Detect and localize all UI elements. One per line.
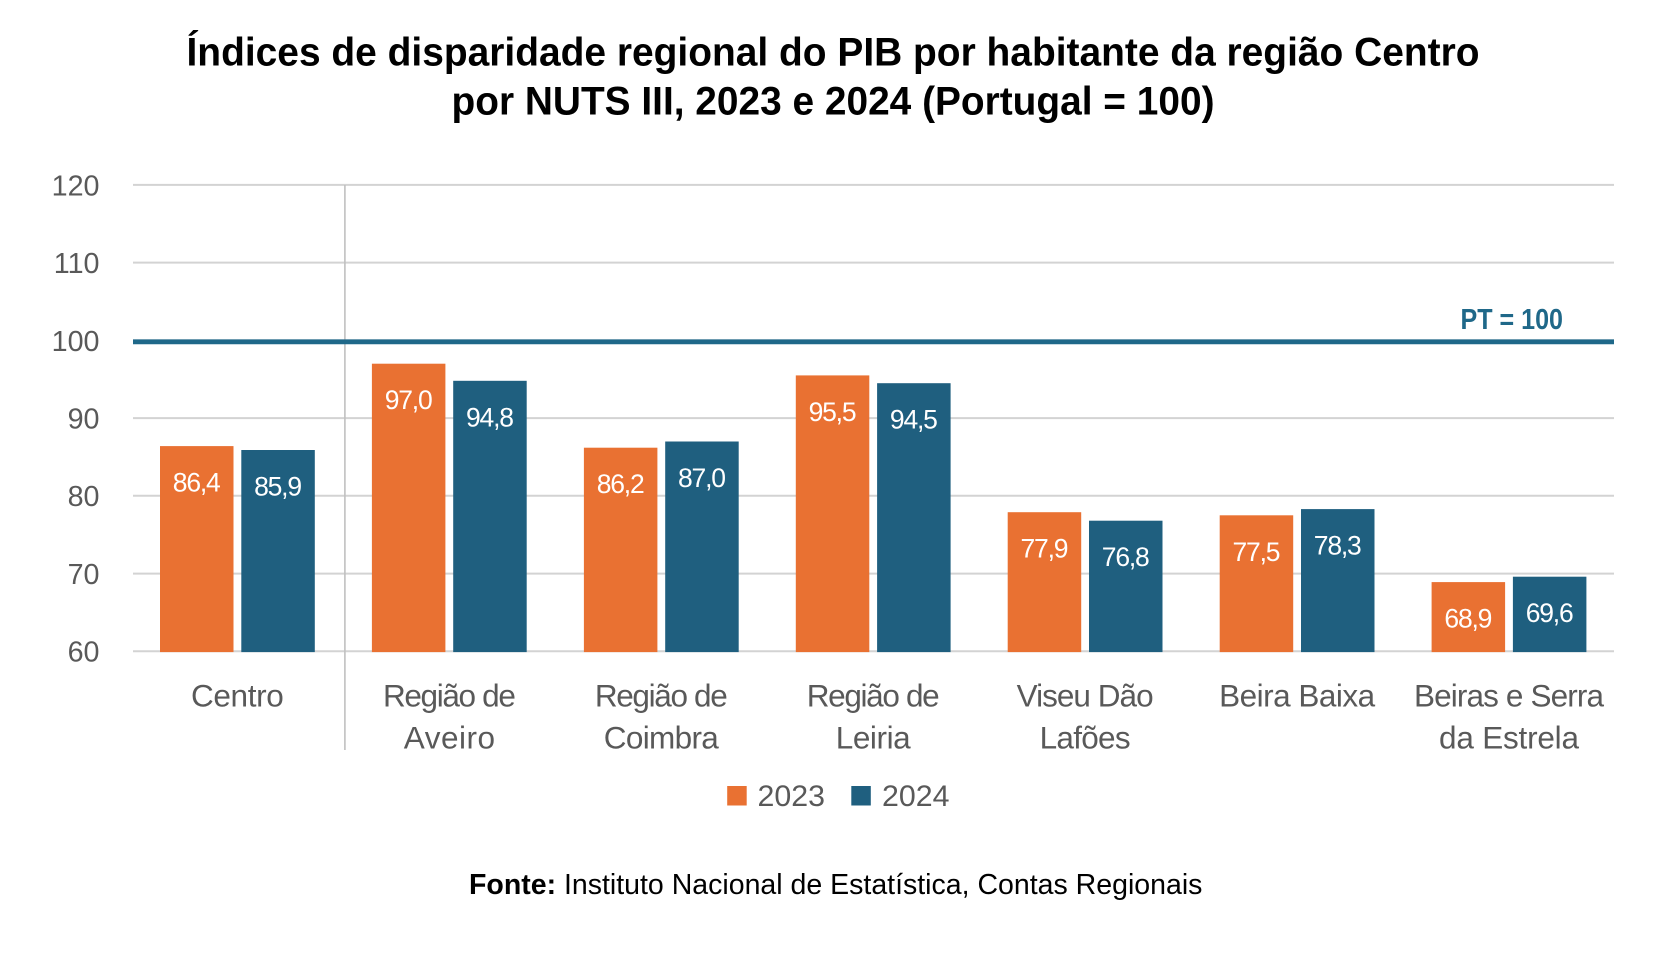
svg-text:Centro: Centro (191, 678, 284, 714)
svg-text:86,2: 86,2 (597, 469, 645, 499)
svg-text:110: 110 (54, 248, 100, 280)
svg-text:Região de: Região de (383, 678, 516, 714)
svg-text:85,9: 85,9 (254, 472, 302, 502)
svg-text:Coimbra: Coimbra (604, 720, 719, 756)
svg-text:Viseu Dão: Viseu Dão (1017, 678, 1154, 714)
svg-text:120: 120 (52, 170, 100, 202)
svg-text:PT = 100: PT = 100 (1461, 304, 1564, 336)
svg-text:70: 70 (68, 559, 100, 591)
svg-text:68,9: 68,9 (1444, 604, 1492, 634)
svg-text:Beira Baixa: Beira Baixa (1219, 678, 1375, 714)
svg-text:Leiria: Leiria (836, 720, 911, 756)
svg-text:94,5: 94,5 (890, 405, 938, 435)
svg-text:87,0: 87,0 (678, 463, 726, 493)
svg-text:86,4: 86,4 (173, 468, 221, 498)
svg-text:da Estrela: da Estrela (1439, 720, 1579, 756)
svg-text:60: 60 (68, 637, 100, 669)
svg-text:Beiras e Serra: Beiras e Serra (1414, 678, 1604, 714)
svg-text:94,8: 94,8 (466, 402, 514, 432)
svg-text:Aveiro: Aveiro (404, 720, 495, 756)
svg-text:Índices de disparidade regiona: Índices de disparidade regional do PIB p… (187, 30, 1480, 75)
svg-text:76,8: 76,8 (1102, 542, 1150, 572)
svg-text:Região de: Região de (807, 678, 940, 714)
svg-text:95,5: 95,5 (809, 397, 857, 427)
svg-text:77,9: 77,9 (1021, 534, 1069, 564)
svg-text:97,0: 97,0 (385, 385, 433, 415)
svg-text:Lafões: Lafões (1040, 720, 1131, 756)
svg-text:2023: 2023 (758, 780, 826, 813)
svg-text:100: 100 (52, 326, 100, 358)
svg-text:por NUTS III, 2023 e 2024 (Por: por NUTS III, 2023 e 2024 (Portugal = 10… (452, 80, 1215, 124)
svg-text:77,5: 77,5 (1233, 537, 1281, 567)
svg-text:Região de: Região de (595, 678, 728, 714)
svg-text:80: 80 (68, 481, 100, 513)
svg-text:2024: 2024 (882, 780, 950, 813)
svg-text:90: 90 (68, 404, 100, 436)
svg-text:Fonte: Instituto Nacional de E: Fonte: Instituto Nacional de Estatística… (469, 869, 1202, 901)
svg-text:69,6: 69,6 (1526, 598, 1574, 628)
svg-text:78,3: 78,3 (1314, 531, 1362, 561)
